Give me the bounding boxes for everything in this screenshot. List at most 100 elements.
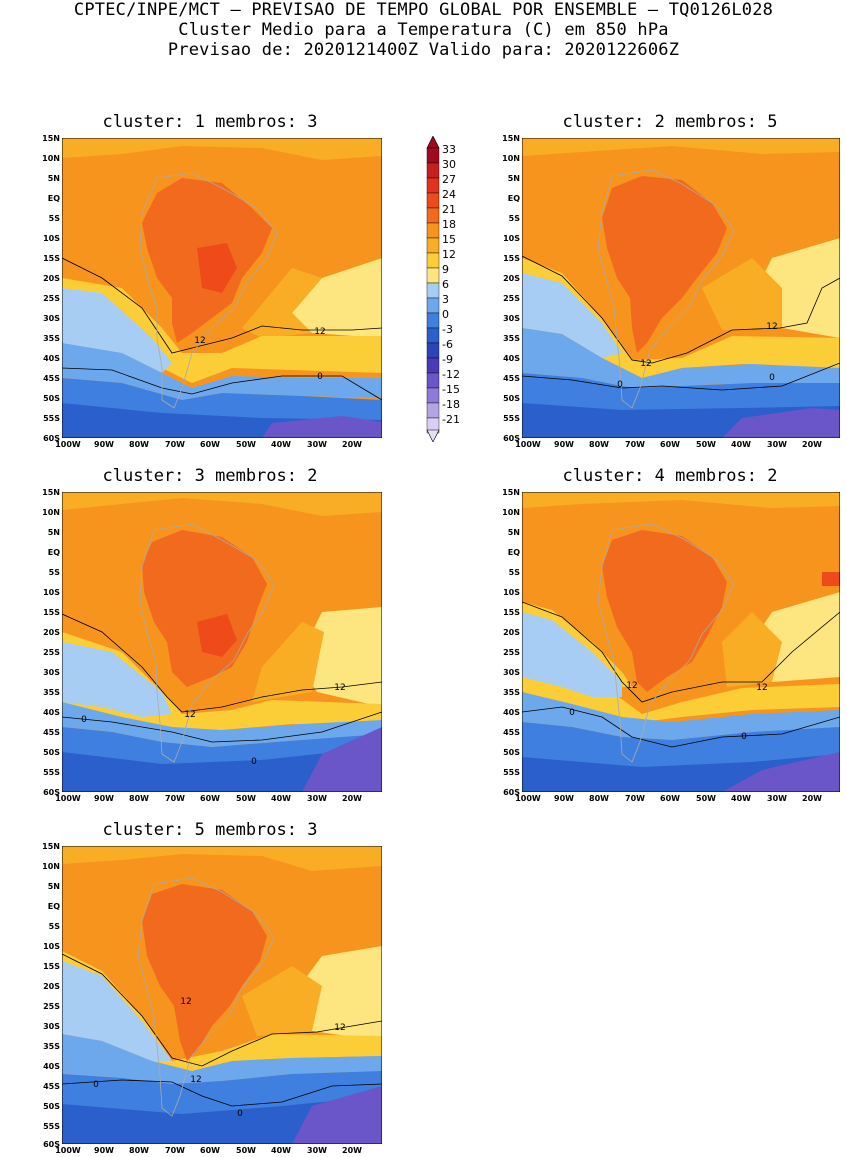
lat-label: 15N: [502, 134, 520, 143]
lat-label: 30S: [43, 314, 60, 323]
lon-label: 90W: [94, 794, 114, 803]
longitude-labels: 100W 90W 80W 70W 60W 50W 40W 30W 20W: [515, 440, 840, 452]
lat-label: 15S: [43, 962, 60, 971]
lon-label: 60W: [660, 794, 680, 803]
contour-label: 12: [314, 327, 325, 337]
lon-label: 30W: [307, 794, 327, 803]
lat-label: 5N: [47, 882, 60, 891]
colorbar: 33 30 27 24 21 18 15 12 9 6 3 0 -3 -6 -9…: [425, 136, 485, 442]
region-neg6: [262, 416, 382, 438]
colorbar-label: -12: [442, 368, 460, 381]
lon-label: 60W: [200, 1146, 220, 1155]
lon-label: 70W: [165, 794, 185, 803]
colorbar-swatch: [426, 372, 440, 389]
lat-label: 60S: [503, 788, 520, 797]
lat-label: 35S: [503, 688, 520, 697]
colorbar-label: 21: [442, 203, 456, 216]
colorbar-label: -18: [442, 398, 460, 411]
region-light-south: [522, 652, 840, 722]
lon-label: 80W: [589, 794, 609, 803]
lon-label: 40W: [271, 794, 291, 803]
region-15-east: [242, 966, 322, 1036]
lat-label: 55S: [503, 768, 520, 777]
lat-label: EQ: [507, 194, 520, 203]
lon-label: 50W: [236, 794, 256, 803]
colorbar-swatches: [426, 136, 440, 442]
lat-label: 20S: [43, 274, 60, 283]
contour-0: [522, 362, 840, 391]
lat-label: 5S: [508, 214, 520, 223]
lat-label: 45S: [43, 374, 60, 383]
contour-label: 12: [626, 681, 637, 691]
lat-label: 15S: [503, 608, 520, 617]
contour-label: 12: [334, 1023, 345, 1033]
lon-label: 100W: [55, 1146, 81, 1155]
contour-label: 12: [334, 683, 345, 693]
colorbar-swatch: [426, 222, 440, 239]
lat-label: 10N: [502, 154, 520, 163]
lon-label: 40W: [731, 794, 751, 803]
contour-label: 0: [741, 732, 747, 742]
temperature-map: 12 12 0 0: [522, 492, 840, 792]
colorbar-swatch: [426, 402, 440, 419]
lat-label: 45S: [43, 728, 60, 737]
lon-label: 50W: [236, 1146, 256, 1155]
colorbar-label: 0: [442, 308, 449, 321]
lat-label: 5S: [48, 568, 60, 577]
continent-warm: [142, 530, 267, 687]
lat-label: 10S: [503, 588, 520, 597]
lat-label: 5N: [47, 174, 60, 183]
region-3: [62, 702, 382, 747]
header-line-1: CPTEC/INPE/MCT – PREVISAO DE TEMPO GLOBA…: [73, 0, 774, 20]
lat-label: 15N: [502, 488, 520, 497]
colorbar-label: 18: [442, 218, 456, 231]
region-6: [62, 961, 172, 1061]
region-3: [62, 1034, 382, 1084]
region-3: [62, 343, 382, 400]
hot-spot-east: [822, 572, 840, 586]
lon-label: 20W: [802, 794, 822, 803]
lat-label: 40S: [43, 354, 60, 363]
lon-label: 90W: [554, 440, 574, 449]
region-neg3: [62, 747, 382, 792]
map-panel-cluster-5: cluster: 5 membros: 3 12 12 12 0 0 15N 1…: [30, 820, 390, 1157]
lon-label: 30W: [307, 440, 327, 449]
lat-label: 55S: [43, 414, 60, 423]
region-3: [522, 328, 840, 388]
lat-label: 35S: [43, 688, 60, 697]
contour-0: [62, 1079, 382, 1107]
contour-label: 12: [766, 322, 777, 332]
colorbar-swatch: [426, 357, 440, 374]
lat-label: 50S: [43, 1102, 60, 1111]
region-warm-north: [522, 138, 840, 156]
lon-label: 50W: [696, 440, 716, 449]
lon-label: 60W: [660, 440, 680, 449]
region-3: [522, 692, 840, 740]
contour-label: 12: [184, 710, 195, 720]
lat-label: 5N: [47, 528, 60, 537]
continent-warm: [142, 884, 267, 1061]
region-6: [62, 288, 172, 373]
lat-label: 30S: [43, 1022, 60, 1031]
lon-label: 40W: [271, 1146, 291, 1155]
longitude-labels: 100W 90W 80W 70W 60W 50W 40W 30W 20W: [515, 794, 840, 806]
coastline: [597, 523, 735, 763]
contour-label: 0: [81, 715, 87, 725]
lon-label: 100W: [55, 440, 81, 449]
lat-label: 10S: [43, 234, 60, 243]
lat-label: 15N: [42, 842, 60, 851]
colorbar-swatch: [426, 327, 440, 344]
colorbar-swatch: [426, 177, 440, 194]
lat-label: 20S: [503, 274, 520, 283]
lat-label: 40S: [503, 354, 520, 363]
lon-label: 30W: [307, 1146, 327, 1155]
figure-header: CPTEC/INPE/MCT – PREVISAO DE TEMPO GLOBA…: [0, 0, 847, 60]
contour-label: 12: [194, 336, 205, 346]
colorbar-swatch: [426, 192, 440, 209]
panel-title: cluster: 5 membros: 3: [102, 820, 318, 840]
colorbar-swatch: [426, 267, 440, 284]
map-panel-cluster-4: cluster: 4 membros: 2 12 12 0 0 15N 10N …: [490, 466, 847, 811]
colorbar-label: 3: [442, 293, 449, 306]
lat-label: 5S: [48, 214, 60, 223]
lat-label: 40S: [43, 1062, 60, 1071]
